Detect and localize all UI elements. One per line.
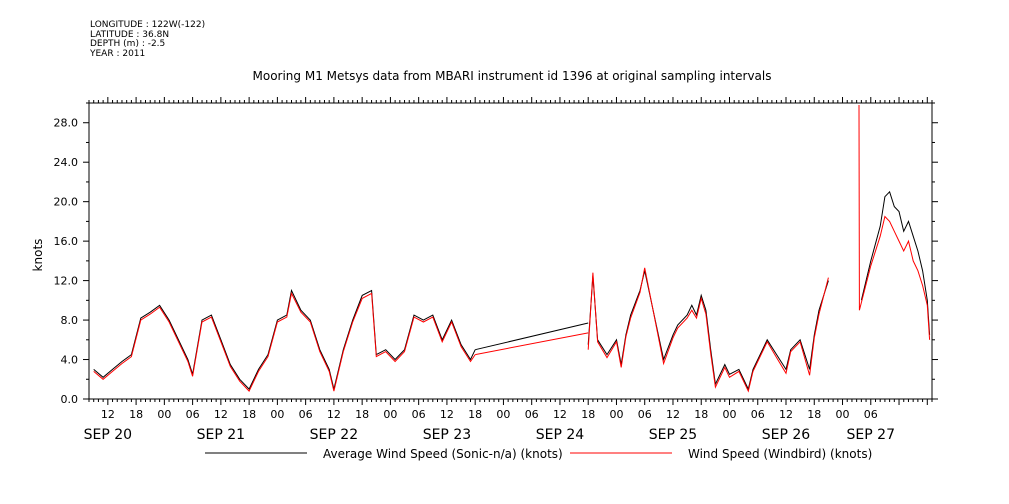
x-day-label: SEP 20 xyxy=(84,427,132,443)
x-tick-label: 12 xyxy=(666,408,680,421)
metadata-block: LONGITUDE : 122W(-122) LATITUDE : 36.8N … xyxy=(90,20,206,59)
x-tick-label: 18 xyxy=(468,408,482,421)
x-day-label: SEP 24 xyxy=(536,427,585,443)
series-line-segment xyxy=(93,291,476,392)
y-tick-label: 16.0 xyxy=(54,235,79,248)
x-day-labels: SEP 20 SEP 21 SEP 22 SEP 23 SEP 24 SEP 25 SEP … xyxy=(84,427,895,443)
x-tick-label: 06 xyxy=(299,408,313,421)
x-tick-label: 12 xyxy=(440,408,454,421)
x-tick-label: 00 xyxy=(836,408,850,421)
series-line-segment xyxy=(858,104,931,340)
y-tick-label: 8.0 xyxy=(61,314,79,327)
x-tick-label: 00 xyxy=(722,408,736,421)
plot-frame xyxy=(88,102,933,400)
chart-title: Mooring M1 Metsys data from MBARI instru… xyxy=(253,69,772,83)
x-tick-label: 18 xyxy=(129,408,143,421)
series-line-segment xyxy=(93,288,476,390)
year-label: YEAR : 2011 xyxy=(90,48,146,59)
series-lines xyxy=(93,104,931,393)
x-tick-label: 06 xyxy=(412,408,426,421)
series-line-segment xyxy=(475,332,589,356)
x-tick-label: 00 xyxy=(496,408,510,421)
x-tick-label: 18 xyxy=(355,408,369,421)
x-tick-label: 12 xyxy=(327,408,341,421)
x-day-label: SEP 25 xyxy=(649,427,697,443)
x-tick-label: 12 xyxy=(214,408,228,421)
x-day-label: SEP 26 xyxy=(762,427,811,443)
x-tick-label: 00 xyxy=(270,408,284,421)
x-tick-label: 18 xyxy=(694,408,708,421)
y-axis-label: knots xyxy=(31,239,45,272)
legend-label-average: Average Wind Speed (Sonic-n/a) (knots) xyxy=(323,447,563,461)
series-average-wind-speed xyxy=(93,190,931,391)
series-line-segment xyxy=(860,190,931,335)
series-line-segment xyxy=(587,267,829,393)
x-day-label: SEP 21 xyxy=(197,427,245,443)
y-tick-label: 24.0 xyxy=(54,156,79,169)
series-windbird-wind-speed xyxy=(93,104,931,393)
longitude-label: LONGITUDE : 122W(-122) xyxy=(90,20,206,30)
x-tick-label: 00 xyxy=(157,408,171,421)
axis-ticks xyxy=(83,97,938,405)
x-tick-label: 06 xyxy=(525,408,539,421)
x-tick-label: 18 xyxy=(242,408,256,421)
x-day-label: SEP 27 xyxy=(847,427,895,443)
x-tick-label: 06 xyxy=(186,408,200,421)
x-tick-label: 18 xyxy=(807,408,821,421)
y-tick-label: 4.0 xyxy=(61,354,79,367)
legend-label-windbird: Wind Speed (Windbird) (knots) xyxy=(688,447,872,461)
x-tick-label: 06 xyxy=(638,408,652,421)
y-tick-labels: 0.0 4.0 8.0 12.0 16.0 20.0 24.0 28.0 xyxy=(54,117,79,406)
x-day-label: SEP 23 xyxy=(423,427,471,443)
y-tick-label: 0.0 xyxy=(61,393,79,406)
x-tick-labels: 12 18 00 06 12 18 00 06 12 18 00 06 12 18 00 06 12 18 00 06… xyxy=(101,408,878,421)
x-tick-label: 06 xyxy=(864,408,878,421)
x-tick-label: 18 xyxy=(581,408,595,421)
x-tick-label: 00 xyxy=(609,408,623,421)
x-tick-label: 00 xyxy=(383,408,397,421)
latitude-label: LATITUDE : 36.8N xyxy=(90,29,170,40)
x-tick-label: 12 xyxy=(779,408,793,421)
y-tick-label: 28.0 xyxy=(54,117,79,130)
x-day-label: SEP 22 xyxy=(310,427,358,443)
y-tick-label: 12.0 xyxy=(54,275,79,288)
y-tick-label: 20.0 xyxy=(54,196,79,209)
series-line-segment xyxy=(475,322,589,351)
x-tick-label: 12 xyxy=(101,408,115,421)
legend: Average Wind Speed (Sonic-n/a) (knots) W… xyxy=(205,447,872,461)
x-tick-label: 12 xyxy=(553,408,567,421)
depth-label: DEPTH (m) : -2.5 xyxy=(90,39,166,49)
x-tick-label: 06 xyxy=(751,408,765,421)
